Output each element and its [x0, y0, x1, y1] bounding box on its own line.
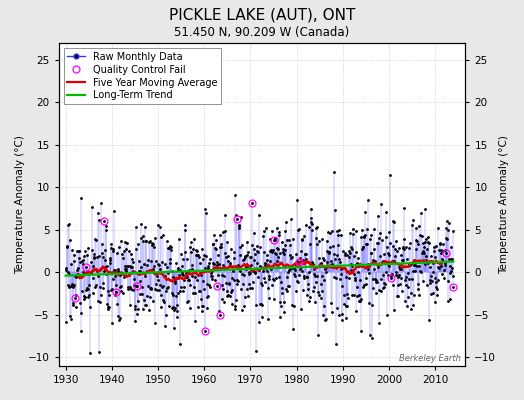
Y-axis label: Temperature Anomaly (°C): Temperature Anomaly (°C) — [15, 135, 25, 274]
Y-axis label: Temperature Anomaly (°C): Temperature Anomaly (°C) — [499, 135, 509, 274]
Legend: Raw Monthly Data, Quality Control Fail, Five Year Moving Average, Long-Term Tren: Raw Monthly Data, Quality Control Fail, … — [63, 48, 221, 104]
Text: Berkeley Earth: Berkeley Earth — [399, 354, 461, 363]
Text: PICKLE LAKE (AUT), ONT: PICKLE LAKE (AUT), ONT — [169, 8, 355, 23]
Text: 51.450 N, 90.209 W (Canada): 51.450 N, 90.209 W (Canada) — [174, 26, 350, 39]
